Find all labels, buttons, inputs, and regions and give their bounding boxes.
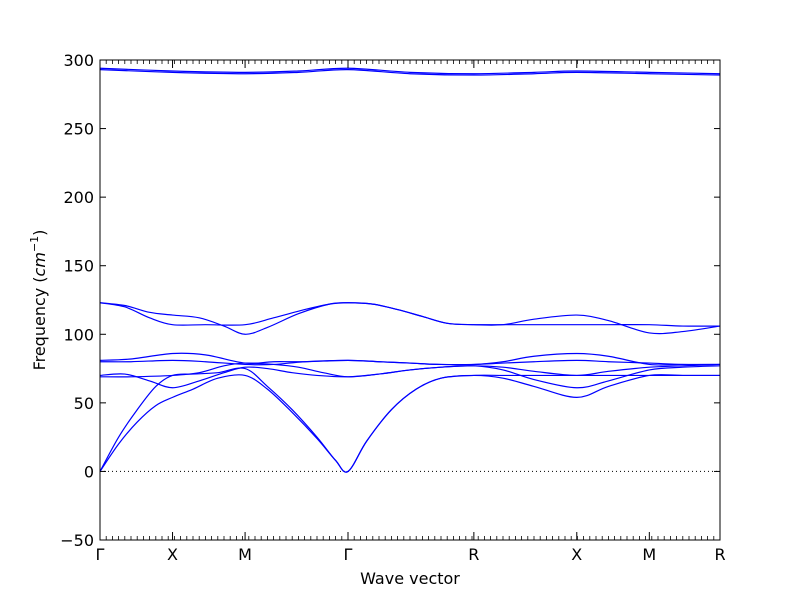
band-line-6: [99, 352, 720, 366]
y-axis-title-unit-power: −1: [28, 236, 41, 252]
y-axis-title-close-paren: ): [30, 230, 49, 236]
y-axis-title-open-paren: (: [30, 276, 49, 282]
y-axis-title-text: Frequency: [30, 288, 49, 371]
plot-area: [99, 67, 721, 473]
y-tick-label: 0: [84, 462, 94, 481]
band-line-10: [99, 68, 721, 76]
band-line-8: [99, 302, 721, 335]
band-line-4: [99, 362, 721, 378]
x-tick-label: R: [714, 545, 725, 564]
x-tick-label: R: [468, 545, 479, 564]
x-tick-label: M: [642, 545, 656, 564]
y-tick-label: 100: [63, 325, 94, 344]
y-tick-label: 300: [63, 51, 94, 70]
x-tick-label: Γ: [96, 545, 105, 564]
y-axis-title: Frequency (cm−1): [28, 230, 49, 371]
x-tick-label: X: [571, 545, 582, 564]
x-tick-label: X: [167, 545, 178, 564]
y-tick-label: 250: [63, 120, 94, 139]
axes: −50 0 50 100 150 200 250 300 Γ X M Γ R X M R: [60, 51, 725, 564]
y-tick-label: 200: [63, 188, 94, 207]
y-tick-label: 50: [74, 394, 94, 413]
x-axis-title: Wave vector: [360, 569, 460, 588]
x-tick-label: Γ: [344, 545, 353, 564]
band-line-2: [99, 374, 720, 473]
y-axis-title-unit: cm: [30, 252, 49, 276]
x-tick-label: M: [238, 545, 252, 564]
y-tick-label: −50: [60, 531, 94, 550]
plot-frame: [99, 59, 721, 541]
band-line-9: [99, 67, 721, 75]
y-tick-label: 150: [63, 257, 94, 276]
